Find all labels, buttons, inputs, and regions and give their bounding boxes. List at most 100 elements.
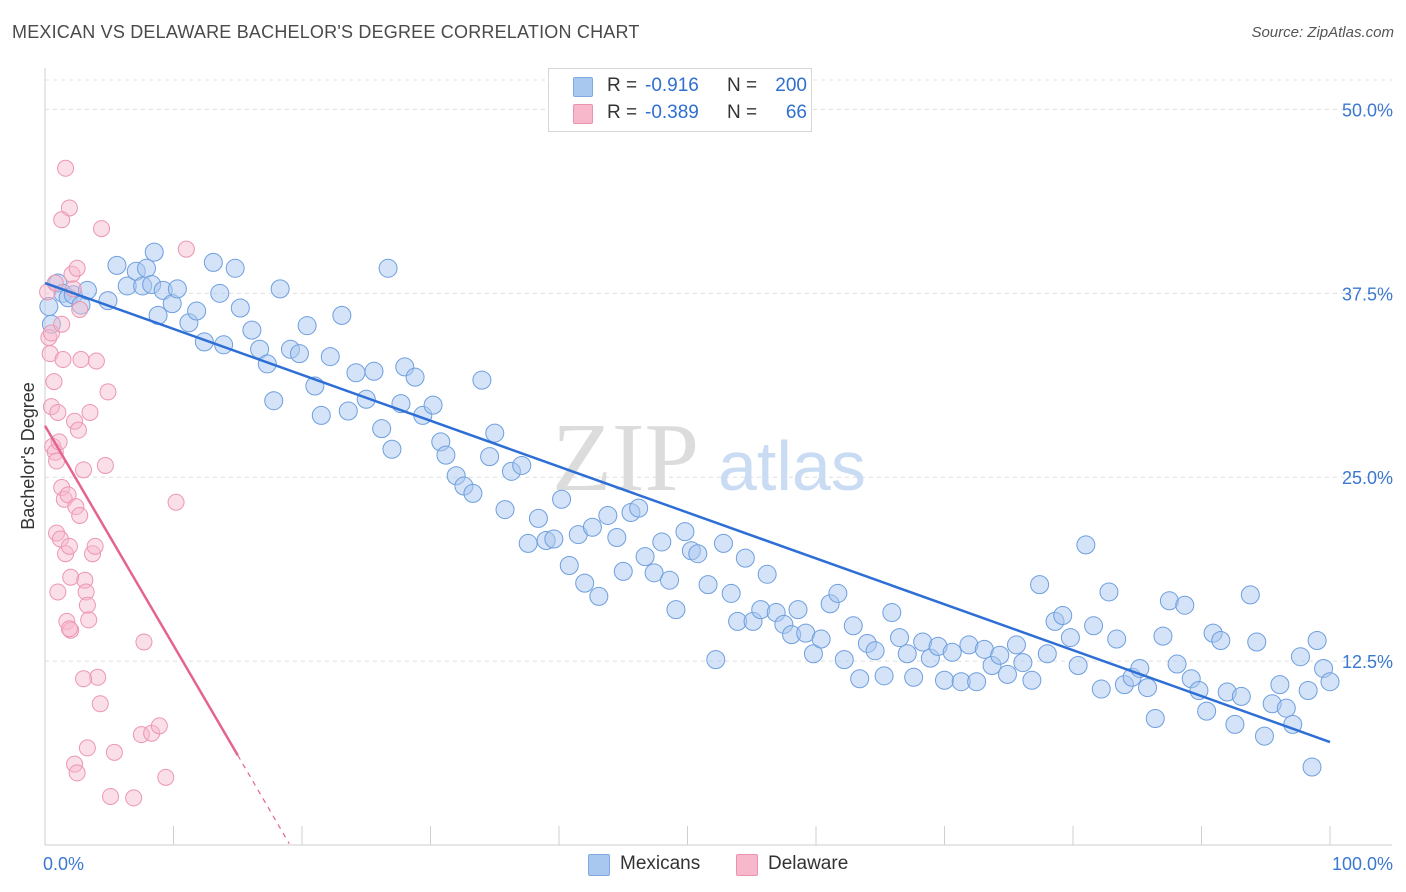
data-point-mexicans: [788, 600, 808, 620]
data-point-mexicans: [1068, 656, 1088, 676]
data-point-delaware: [60, 620, 78, 638]
data-point-mexicans: [552, 489, 572, 509]
data-point-mexicans: [803, 644, 823, 664]
data-point-delaware: [60, 199, 78, 217]
data-point-mexicans: [607, 528, 627, 548]
data-point-mexicans: [688, 544, 708, 564]
data-point-mexicans: [1197, 701, 1217, 721]
data-point-delaware: [69, 421, 87, 439]
tick-labels: 12.5% 25.0% 37.5% 50.0% 0.0% 100.0%: [43, 100, 1393, 874]
legend-swatch-pink: [573, 104, 593, 124]
data-point-mexicans: [528, 508, 548, 528]
legend-n-label: N =: [727, 75, 758, 96]
data-point-mexicans: [811, 629, 831, 649]
data-point-mexicans: [382, 439, 402, 459]
data-point-mexicans: [264, 391, 284, 411]
legend-label-delaware: Delaware: [768, 853, 849, 874]
data-point-delaware: [105, 743, 123, 761]
data-point-mexicans: [167, 279, 187, 299]
data-point-delaware: [177, 240, 195, 258]
data-point-mexicans: [210, 283, 230, 303]
trend-line-delaware: [43, 425, 239, 756]
data-point-delaware: [77, 583, 95, 601]
trend-line-mexicans: [44, 281, 1331, 744]
data-point-mexicans: [1254, 726, 1274, 746]
data-point-mexicans: [1037, 644, 1057, 664]
gridlines: [45, 79, 1392, 662]
data-point-mexicans: [613, 561, 633, 581]
data-point-mexicans: [495, 500, 515, 520]
data-point-mexicans: [1084, 616, 1104, 636]
y-tick-label: 12.5%: [1342, 652, 1393, 672]
data-point-delaware: [157, 768, 175, 786]
data-point-mexicans: [250, 339, 270, 359]
data-point-mexicans: [1107, 629, 1127, 649]
data-point-mexicans: [721, 583, 741, 603]
data-point-mexicans: [582, 517, 602, 537]
data-point-delaware: [125, 789, 143, 807]
data-point-mexicans: [990, 645, 1010, 665]
data-point-mexicans: [575, 573, 595, 593]
data-point-mexicans: [675, 522, 695, 542]
data-point-delaware: [59, 486, 77, 504]
data-point-mexicans: [706, 650, 726, 670]
data-point-mexicans: [660, 570, 680, 590]
legend-r-label: R =: [607, 75, 638, 96]
watermark: ZIP atlas: [552, 404, 866, 512]
data-point-mexicans: [1175, 595, 1195, 615]
y-tick-label: 50.0%: [1342, 100, 1393, 120]
data-point-mexicans: [512, 455, 532, 475]
data-point-mexicans: [1307, 631, 1327, 651]
data-point-mexicans: [635, 547, 655, 567]
x-tick-label: 100.0%: [1332, 854, 1393, 874]
data-point-mexicans: [423, 395, 443, 415]
source-label[interactable]: Source: ZipAtlas.com: [1251, 24, 1394, 41]
data-point-mexicans: [1006, 635, 1026, 655]
data-point-mexicans: [897, 644, 917, 664]
legend-r-label: R =: [607, 102, 638, 123]
x-tick-label: 0.0%: [43, 854, 84, 874]
data-point-mexicans: [1276, 698, 1296, 718]
legend-label-mexicans: Mexicans: [620, 853, 701, 874]
data-point-mexicans: [1091, 679, 1111, 699]
legend-n-value: 66: [785, 102, 807, 123]
legend-swatch-blue: [588, 854, 610, 876]
data-point-mexicans: [41, 314, 61, 334]
data-point-mexicans: [598, 505, 618, 525]
data-point-mexicans: [997, 664, 1017, 684]
data-point-mexicans: [297, 316, 317, 336]
data-point-mexicans: [320, 347, 340, 367]
data-point-mexicans: [698, 575, 718, 595]
data-point-mexicans: [1240, 585, 1260, 605]
data-point-mexicans: [230, 298, 250, 318]
data-point-mexicans: [137, 258, 157, 278]
data-point-mexicans: [1030, 575, 1050, 595]
data-point-delaware: [89, 668, 107, 686]
data-point-delaware: [167, 493, 185, 511]
data-point-mexicans: [203, 252, 223, 272]
data-point-delaware: [135, 633, 153, 651]
data-point-mexicans: [257, 354, 277, 374]
data-point-mexicans: [356, 389, 376, 409]
data-point-delaware: [68, 259, 86, 277]
data-point-mexicans: [378, 258, 398, 278]
data-point-mexicans: [935, 670, 954, 690]
data-point-delaware: [53, 315, 71, 333]
data-point-mexicans: [436, 445, 456, 465]
data-point-mexicans: [1060, 628, 1080, 648]
data-point-mexicans: [751, 600, 771, 620]
data-point-mexicans: [107, 255, 127, 275]
y-tick-label: 37.5%: [1342, 284, 1393, 304]
data-point-mexicans: [242, 320, 262, 340]
legend-n-label: N =: [727, 102, 758, 123]
data-point-mexicans: [311, 405, 331, 425]
data-point-mexicans: [1076, 535, 1096, 555]
data-point-delaware: [150, 717, 168, 735]
data-point-delaware: [57, 159, 75, 177]
data-point-delaware: [102, 787, 120, 805]
data-point-mexicans: [874, 666, 894, 686]
data-point-delaware: [93, 220, 111, 238]
legend-r-value: -0.916: [645, 75, 699, 96]
data-point-mexicans: [463, 483, 483, 503]
